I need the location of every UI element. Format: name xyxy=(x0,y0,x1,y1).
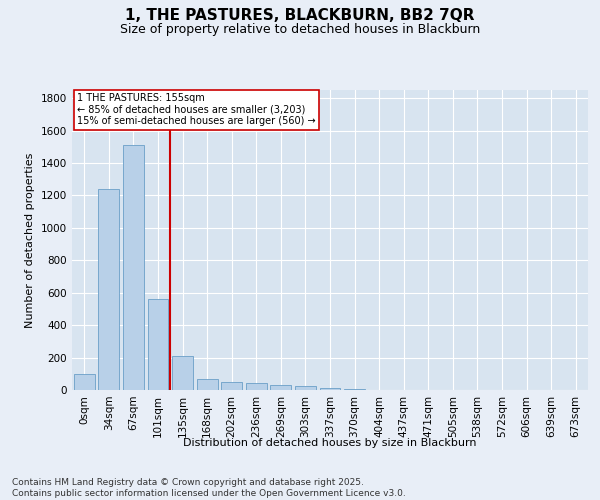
Text: Distribution of detached houses by size in Blackburn: Distribution of detached houses by size … xyxy=(183,438,477,448)
Text: Size of property relative to detached houses in Blackburn: Size of property relative to detached ho… xyxy=(120,22,480,36)
Bar xyxy=(74,374,95,390)
Bar xyxy=(148,299,169,390)
Bar xyxy=(197,380,218,390)
Bar xyxy=(172,356,193,390)
Bar xyxy=(271,385,292,390)
Bar xyxy=(98,189,119,390)
Text: 1, THE PASTURES, BLACKBURN, BB2 7QR: 1, THE PASTURES, BLACKBURN, BB2 7QR xyxy=(125,8,475,22)
Y-axis label: Number of detached properties: Number of detached properties xyxy=(25,152,35,328)
Bar xyxy=(246,382,267,390)
Bar xyxy=(123,145,144,390)
Bar xyxy=(295,386,316,390)
Bar xyxy=(344,389,365,390)
Text: 1 THE PASTURES: 155sqm
← 85% of detached houses are smaller (3,203)
15% of semi-: 1 THE PASTURES: 155sqm ← 85% of detached… xyxy=(77,93,316,126)
Text: Contains HM Land Registry data © Crown copyright and database right 2025.
Contai: Contains HM Land Registry data © Crown c… xyxy=(12,478,406,498)
Bar xyxy=(221,382,242,390)
Bar xyxy=(320,388,340,390)
